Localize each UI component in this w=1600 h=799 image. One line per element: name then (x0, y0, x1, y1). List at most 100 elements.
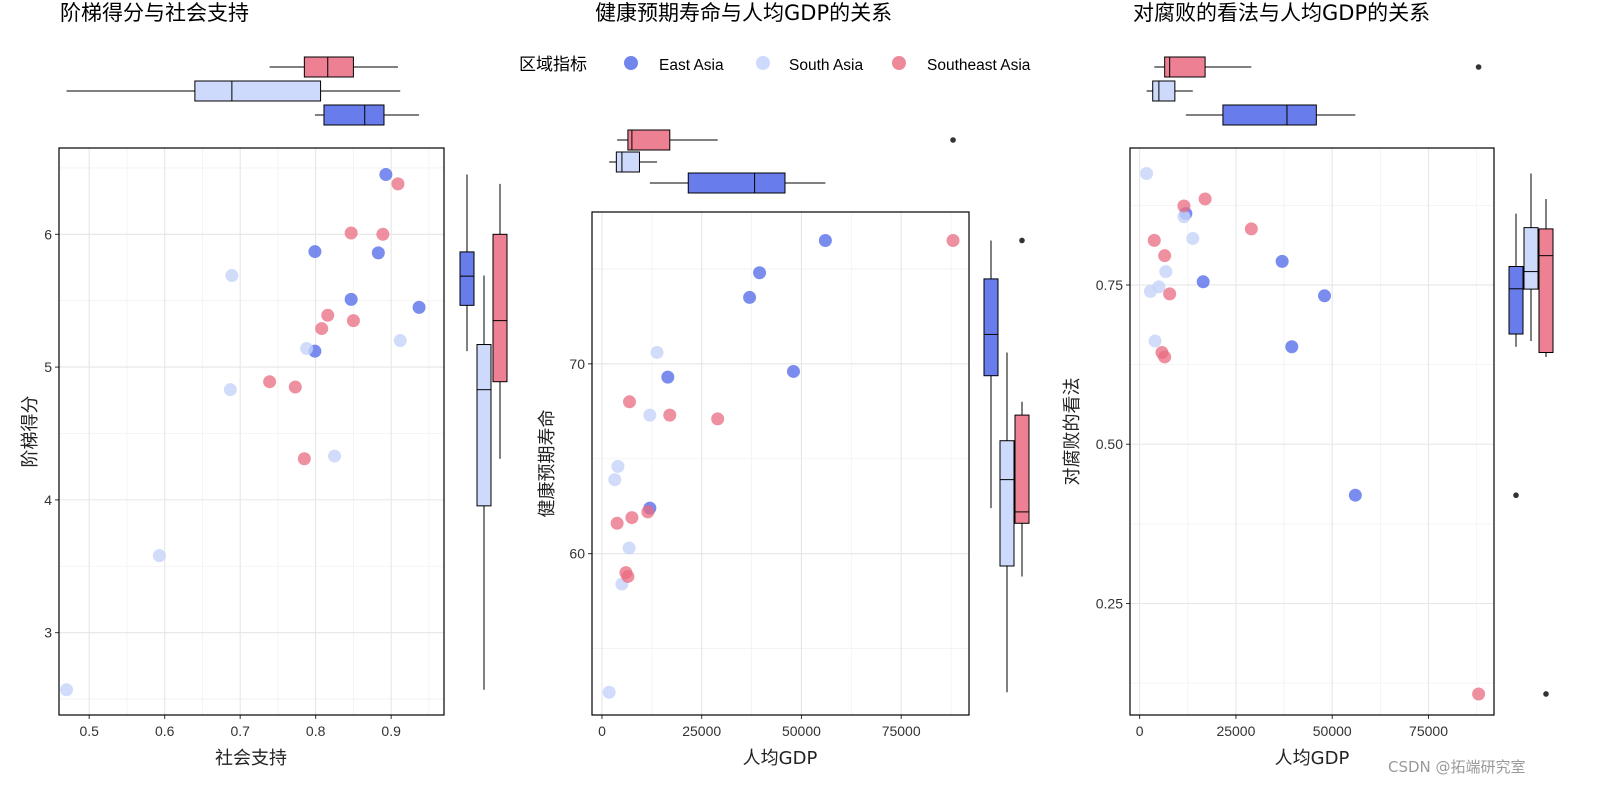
data-point (946, 233, 960, 247)
top-box (615, 151, 640, 173)
x-tick-label: 75000 (882, 723, 921, 739)
y-tick-label: 0.25 (1096, 596, 1123, 612)
top-box (1152, 80, 1176, 102)
data-point (608, 473, 622, 487)
data-point (391, 177, 405, 191)
data-point (1196, 275, 1210, 289)
x-axis-title: 人均GDP (743, 748, 818, 769)
data-point (1198, 192, 1212, 206)
data-point (625, 511, 639, 525)
y-tick-label: 5 (44, 359, 52, 375)
x-tick-label: 0 (1136, 723, 1144, 739)
legend-label-southeast-asia: Southeast Asia (927, 57, 1031, 74)
x-axis-title: 人均GDP (1275, 748, 1350, 769)
x-tick-label: 0.6 (155, 723, 175, 739)
data-point (308, 245, 322, 259)
data-point (225, 268, 239, 282)
watermark: CSDN @拓端研究室 (1388, 758, 1526, 776)
right-box (459, 251, 475, 306)
y-tick-label: 6 (44, 226, 52, 242)
top-box (323, 104, 385, 126)
data-point (1244, 222, 1258, 236)
x-tick-label: 0.8 (306, 723, 326, 739)
data-point (1158, 350, 1172, 364)
data-point (1158, 249, 1172, 263)
y-tick-label: 60 (569, 546, 585, 562)
y-axis-title: 阶梯得分 (20, 396, 41, 468)
data-point (376, 227, 390, 241)
data-point (622, 541, 636, 555)
data-point (661, 370, 675, 384)
x-tick-label: 25000 (682, 723, 721, 739)
chart-1-panel: 0.5 0.6 0.7 0.8 0.9 3 4 5 6 社会支持 阶梯得分 (20, 56, 508, 769)
right-box (1014, 414, 1030, 524)
x-tick-label: 0.7 (230, 723, 250, 739)
data-point (1163, 287, 1177, 301)
right-box-outlier (1513, 492, 1519, 499)
data-point (611, 459, 625, 473)
right-box (983, 278, 999, 377)
data-point (344, 292, 358, 306)
data-point (641, 505, 655, 519)
right-box (476, 344, 492, 507)
data-point (786, 364, 800, 378)
data-point (663, 408, 677, 422)
x-tick-label: 75000 (1409, 723, 1448, 739)
right-box-outlier (1019, 237, 1025, 244)
x-tick-label: 0.5 (79, 723, 99, 739)
legend-swatch-southeast-asia (892, 56, 906, 70)
data-point (711, 412, 725, 426)
right-box-outlier (1543, 691, 1549, 697)
data-point (1472, 687, 1486, 701)
y-tick-label: 0.75 (1096, 277, 1123, 293)
legend-swatch-east-asia (624, 56, 638, 70)
data-point (650, 345, 664, 359)
right-box (999, 440, 1015, 567)
legend-title: 区域指标 (519, 55, 587, 75)
data-point (1186, 231, 1200, 245)
data-point (393, 334, 407, 348)
data-point (1147, 233, 1161, 247)
y-tick-label: 4 (44, 492, 52, 508)
data-point (1159, 265, 1173, 279)
x-tick-label: 50000 (1313, 723, 1352, 739)
data-point (1143, 284, 1157, 298)
x-tick-label: 25000 (1216, 723, 1255, 739)
top-box (627, 129, 671, 151)
chart-1-title: 阶梯得分与社会支持 (60, 1, 249, 25)
data-point (1275, 254, 1289, 268)
data-point (412, 300, 426, 314)
data-point (346, 314, 360, 328)
top-box-outlier (1475, 64, 1482, 70)
data-point (818, 233, 832, 247)
y-tick-label: 0.50 (1096, 436, 1123, 452)
plot-frame (591, 211, 970, 716)
legend-swatch-south-asia (756, 56, 770, 70)
data-point (621, 569, 635, 583)
data-point (743, 290, 757, 304)
top-box (1164, 56, 1206, 78)
y-axis-title: 健康预期寿命 (537, 410, 558, 518)
data-point (1285, 340, 1299, 354)
data-point (1177, 199, 1191, 213)
data-point (371, 246, 385, 260)
data-point (328, 449, 342, 463)
x-tick-label: 0 (598, 723, 606, 739)
x-axis-title: 社会支持 (215, 748, 287, 769)
plot-frame (1129, 147, 1495, 716)
data-point (315, 322, 329, 336)
data-point (60, 683, 74, 697)
right-box (1538, 228, 1554, 354)
data-point (152, 549, 166, 563)
legend-label-south-asia: South Asia (789, 57, 863, 74)
data-point (643, 408, 657, 422)
top-box (303, 56, 354, 78)
data-point (297, 452, 311, 466)
data-point (1140, 166, 1154, 180)
x-tick-label: 0.9 (381, 723, 401, 739)
legend: 区域指标 East Asia South Asia Southeast Asia (519, 55, 1031, 75)
data-point (1348, 488, 1362, 502)
legend-label-east-asia: East Asia (659, 57, 724, 74)
data-point (344, 226, 358, 240)
